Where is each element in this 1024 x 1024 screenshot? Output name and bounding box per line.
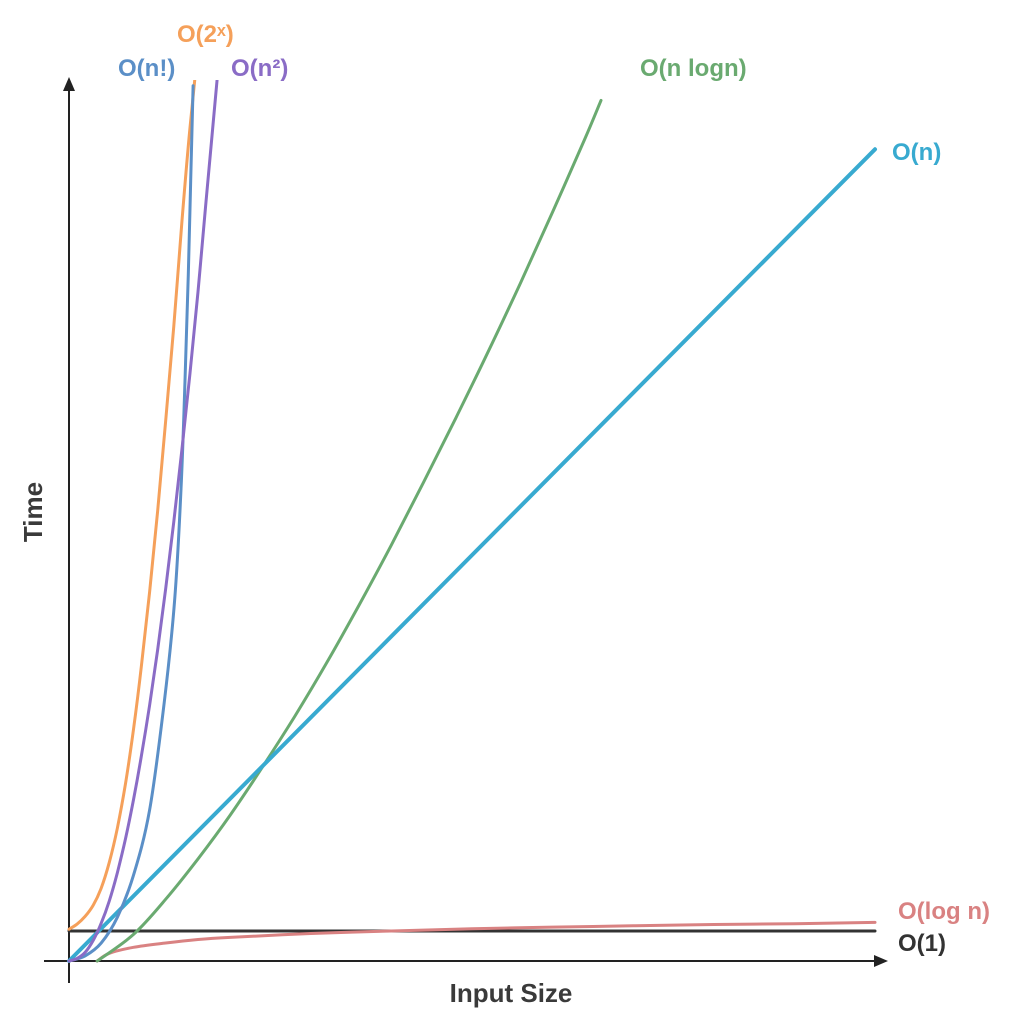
series-label-exponential: O(2ˣ): [177, 21, 234, 48]
series-line-linear: [67, 147, 877, 963]
series-label-factorial: O(n!): [118, 55, 175, 82]
series-line-factorial: [67, 84, 195, 963]
series-label-quadratic: O(n²): [231, 55, 288, 82]
series-label-linearithmic: O(n logn): [640, 55, 747, 82]
x-axis-title: Input Size: [450, 978, 573, 1008]
series-line-exponential: [67, 80, 197, 931]
series-label-logarithmic: O(log n): [898, 898, 990, 925]
series-label-constant: O(1): [898, 930, 946, 957]
y-axis-title: Time: [18, 482, 48, 542]
series-labels: O(n!) O(2ˣ) O(n²) O(n logn) O(n) O(log n…: [118, 21, 990, 957]
series-line-logarithmic: [95, 920, 877, 963]
y-axis-arrow-icon: [63, 77, 75, 91]
x-axis-arrow-icon: [874, 955, 888, 967]
series-label-linear: O(n): [892, 139, 941, 166]
series-lines: [67, 80, 877, 963]
series-line-quadratic: [67, 80, 219, 963]
series-line-linearithmic: [95, 98, 603, 963]
